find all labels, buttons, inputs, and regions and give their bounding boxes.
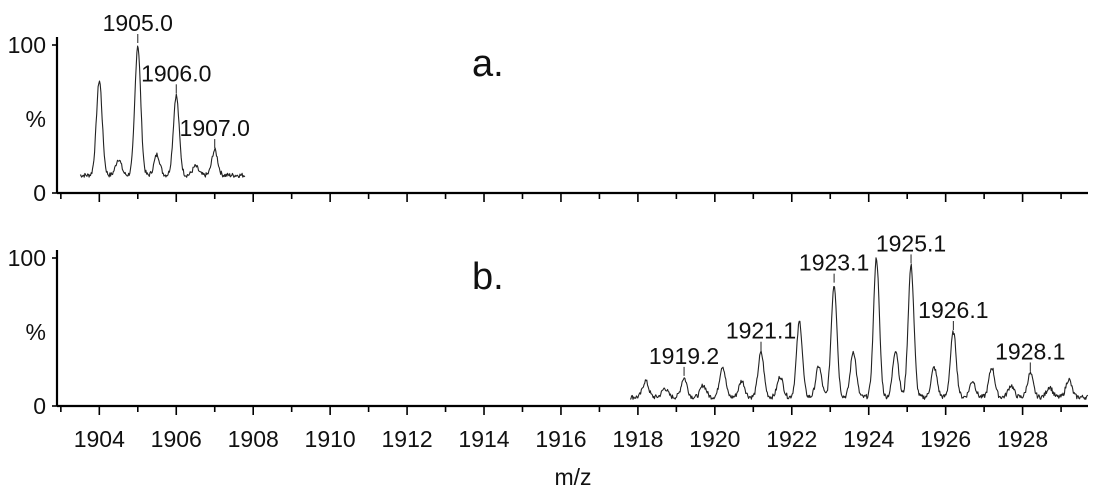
x-tick-label: 1904 xyxy=(74,426,125,452)
panel-b: 100% 0 b. 1919.2 1921.1 1923.1 1925.1 1926.1 192… xyxy=(8,230,1089,419)
x-tick-label: 1918 xyxy=(612,426,663,452)
y-tick-label: 100 xyxy=(8,245,46,271)
x-tick-label: 1926 xyxy=(920,426,971,452)
panel-label: b. xyxy=(472,256,504,298)
peak-annotation: 1926.1 xyxy=(918,297,988,323)
x-tick-label: 1922 xyxy=(766,426,817,452)
spectrum-trace xyxy=(79,45,246,179)
x-tick-label: 1916 xyxy=(535,426,586,452)
x-tick-label: 1910 xyxy=(305,426,356,452)
peak-annotation: 1928.1 xyxy=(995,338,1065,364)
peak-annotation: 1905.0 xyxy=(103,10,173,36)
peak-annotation: 1923.1 xyxy=(799,250,869,276)
peak-annotation: 1907.0 xyxy=(180,115,250,141)
y-unit-label: % xyxy=(26,106,46,132)
panel-a: 100% 0 a. 1905.0 1906.0 1907.0 xyxy=(8,10,1088,206)
x-tick-label: 1912 xyxy=(381,426,432,452)
x-tick-label: 1908 xyxy=(228,426,279,452)
panel-label: a. xyxy=(472,43,504,85)
x-tick-label: 1928 xyxy=(997,426,1048,452)
y-unit-label: % xyxy=(26,319,46,345)
y-tick-label: 100 xyxy=(8,32,46,58)
x-tick-label: 1924 xyxy=(843,426,894,452)
y-tick-label: 0 xyxy=(33,180,46,206)
peak-annotation: 1906.0 xyxy=(141,60,211,86)
peak-annotation: 1925.1 xyxy=(876,230,946,256)
peak-annotation: 1921.1 xyxy=(726,318,796,344)
peak-annotation: 1919.2 xyxy=(649,343,719,369)
x-axis: 1904 1906 1908 1910 1912 1914 1916 1918 1920 1922… xyxy=(74,426,1048,452)
x-axis-label: m/z xyxy=(554,464,591,490)
x-tick-label: 1914 xyxy=(458,426,509,452)
y-tick-label: 0 xyxy=(33,393,46,419)
spectrum-trace xyxy=(629,257,1089,400)
x-tick-label: 1906 xyxy=(151,426,202,452)
x-tick-label: 1920 xyxy=(689,426,740,452)
